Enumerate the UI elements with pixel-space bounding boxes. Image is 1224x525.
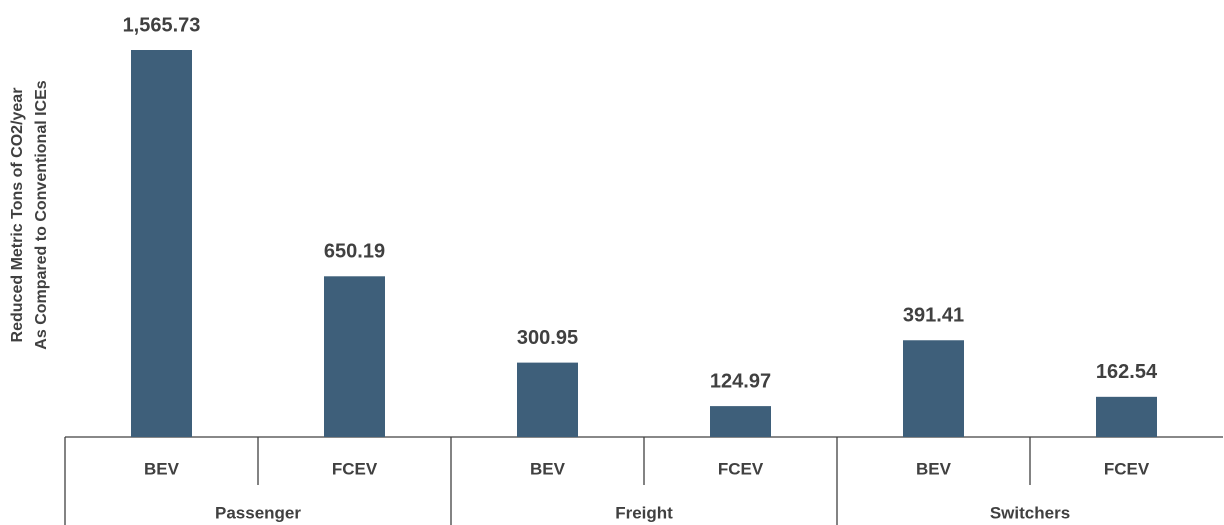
x-tick-label: BEV bbox=[530, 459, 566, 478]
y-axis-label: Reduced Metric Tons of CO2/year bbox=[9, 88, 26, 343]
group-label: Passenger bbox=[215, 503, 301, 522]
y-axis-label: As Compared to Conventional ICEs bbox=[33, 80, 50, 349]
x-tick-label: FCEV bbox=[332, 459, 378, 478]
data-label: 124.97 bbox=[710, 370, 771, 392]
bar bbox=[1096, 396, 1157, 437]
x-tick-label: BEV bbox=[916, 459, 952, 478]
y-axis-label-line: As Compared to Conventional ICEs bbox=[33, 80, 50, 349]
group-label: Freight bbox=[615, 503, 673, 522]
data-label: 650.19 bbox=[324, 241, 385, 263]
x-tick-label: FCEV bbox=[718, 459, 764, 478]
data-label: 391.41 bbox=[903, 305, 964, 327]
y-axis-label-line: Reduced Metric Tons of CO2/year bbox=[9, 88, 26, 343]
data-label: 300.95 bbox=[517, 327, 578, 349]
bar bbox=[517, 362, 578, 437]
x-tick-label: BEV bbox=[144, 459, 180, 478]
bar bbox=[324, 276, 385, 437]
bar bbox=[131, 50, 192, 437]
x-tick-label: FCEV bbox=[1104, 459, 1150, 478]
data-label: 1,565.73 bbox=[123, 14, 201, 36]
bar bbox=[710, 406, 771, 437]
data-label: 162.54 bbox=[1096, 361, 1158, 383]
bar bbox=[903, 340, 964, 437]
group-label: Switchers bbox=[990, 503, 1070, 522]
